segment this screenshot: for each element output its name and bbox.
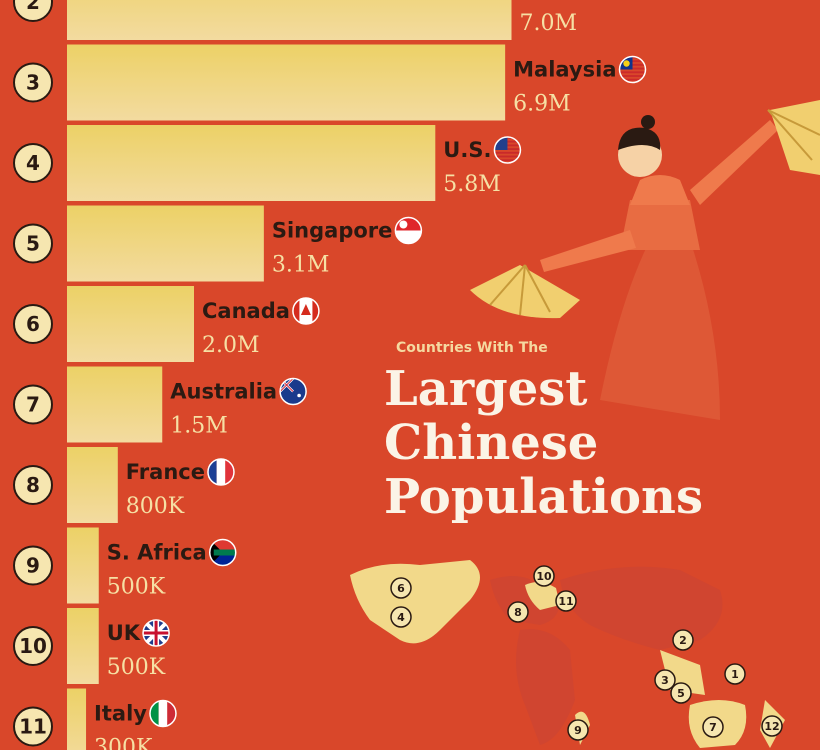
- bar-row: 9 S. Africa 500K: [13, 527, 237, 604]
- malaysia-flag-icon: [619, 56, 646, 81]
- country-label: U.S.: [443, 138, 491, 162]
- value-label: 500K: [107, 655, 166, 680]
- map-marker: 3: [654, 669, 676, 691]
- map-marker-label: 2: [679, 634, 687, 647]
- bar-row: 7 Australia 1.5M: [13, 366, 307, 443]
- rank-number: 4: [26, 151, 40, 175]
- map-marker: 12: [761, 715, 783, 737]
- value-label: 6.9M: [513, 92, 571, 117]
- rank-number: 7: [26, 393, 40, 417]
- value-label: 2.0M: [202, 333, 260, 358]
- rank-number: 11: [19, 715, 47, 739]
- title-line-3: Populations: [384, 469, 703, 525]
- rank-number: 6: [26, 312, 40, 336]
- map-marker: 5: [670, 682, 692, 704]
- map-marker-label: 12: [764, 720, 779, 733]
- rank-number: 9: [26, 554, 40, 578]
- bar-row: 5 Singapore 3.1M: [13, 205, 423, 282]
- map-marker: 7: [702, 716, 724, 738]
- bar: [67, 125, 436, 201]
- map-marker-label: 11: [558, 595, 573, 608]
- map-marker-label: 4: [397, 611, 405, 624]
- rank-badge: [13, 706, 53, 747]
- value-label: 300K: [94, 736, 153, 750]
- rank-number: 10: [19, 634, 47, 658]
- rank-badge: [13, 626, 53, 666]
- rank-number: 3: [26, 71, 40, 95]
- map-marker-label: 3: [661, 674, 669, 687]
- country-label: S. Africa: [107, 541, 207, 565]
- dancer-illustration: [470, 100, 820, 420]
- map-marker-label: 1: [731, 668, 739, 681]
- map-markers: 6 4 10 11 8 2 1 35 9 7 12: [390, 565, 783, 741]
- bar-row: 4 U.S. 5.8M: [13, 125, 522, 201]
- bar: [67, 447, 118, 523]
- bar-row: 3 Malaysia 6.9M: [13, 44, 647, 121]
- bar: [67, 205, 264, 282]
- rank-badge: [13, 0, 53, 22]
- bar: [67, 688, 87, 750]
- rank-number: 2: [26, 0, 40, 14]
- map-marker: 2: [672, 629, 694, 651]
- map-marker-label: 10: [536, 570, 552, 583]
- country-label: UK: [107, 621, 141, 645]
- rank-badge: [13, 223, 53, 264]
- rank-badge: [13, 465, 53, 505]
- country-label: Italy: [94, 702, 147, 726]
- bar: [67, 0, 512, 40]
- bar-row: 8 France 800K: [13, 447, 235, 523]
- title-line-2: Chinese: [384, 415, 599, 471]
- south-africa-flag-icon: [209, 539, 236, 566]
- map-marker: 9: [567, 719, 589, 741]
- map-marker-label: 7: [709, 721, 717, 734]
- bar: [67, 286, 194, 362]
- map-marker: 1: [724, 663, 746, 685]
- bar-row: 2 7.0M: [13, 0, 578, 40]
- map-marker-label: 8: [514, 606, 522, 619]
- map-marker: 4: [390, 606, 412, 628]
- rank-number: 5: [26, 232, 40, 256]
- map-marker-label: 6: [397, 582, 405, 595]
- value-label: 500K: [107, 575, 166, 600]
- title-subtitle: Countries With The: [396, 340, 548, 356]
- rank-badge: [13, 384, 53, 425]
- country-label: Malaysia: [513, 58, 616, 82]
- country-label: Canada: [202, 299, 290, 323]
- bar-row: 6 Canada 2.0M: [13, 286, 320, 362]
- bar-row: 10 UK 500K: [13, 608, 170, 684]
- country-label: Australia: [170, 380, 277, 404]
- value-label: 1.5M: [170, 414, 228, 439]
- bars-layer: 2 7.0M 3 Malaysia 6.9M 4 U.S. 5.8M 5 Singapore 3.1…: [13, 0, 647, 750]
- value-label: 3.1M: [272, 253, 330, 278]
- rank-badge: [13, 304, 53, 344]
- rank-badge: [13, 143, 53, 183]
- map-marker: 6: [390, 577, 412, 599]
- value-label: 7.0M: [520, 11, 578, 36]
- bar: [67, 527, 99, 604]
- italy-flag-icon: [149, 700, 176, 727]
- rank-badge: [13, 545, 53, 586]
- bar: [67, 608, 99, 684]
- map-marker-label: 5: [677, 687, 685, 700]
- bar: [67, 44, 506, 121]
- rank-number: 8: [26, 473, 40, 497]
- france-flag-icon: [207, 459, 234, 485]
- bar-row: 11 Italy 300K: [13, 688, 177, 750]
- country-label: Singapore: [272, 219, 393, 243]
- value-label: 800K: [126, 494, 185, 519]
- rank-badge: [13, 62, 53, 103]
- title-line-1: Largest: [384, 361, 588, 417]
- title-main: Largest Chinese Populations: [384, 362, 703, 524]
- value-label: 5.8M: [443, 172, 501, 197]
- country-label: France: [126, 460, 205, 484]
- map-marker-label: 9: [574, 724, 582, 737]
- map-marker: 10: [533, 565, 555, 587]
- world-map: 6 4 10 11 8 2 1 35 9 7 12: [350, 560, 785, 748]
- bar: [67, 366, 163, 443]
- map-marker: 8: [507, 601, 529, 623]
- map-marker: 11: [555, 590, 577, 612]
- singapore-flag-icon: [395, 217, 422, 244]
